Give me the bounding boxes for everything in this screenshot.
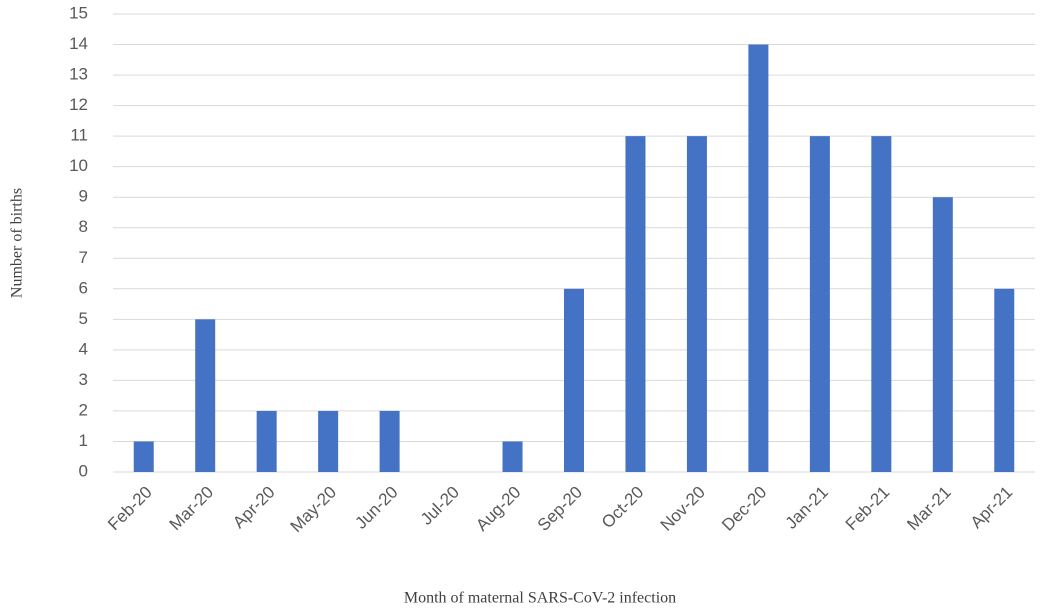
y-axis-title: Number of births [9,188,26,298]
y-tick-label: 11 [70,126,88,145]
x-tick-label: Apr-20 [229,483,279,533]
bar [625,136,646,472]
x-axis-title: Month of maternal SARS-CoV-2 infection [404,590,676,607]
bar [871,136,892,472]
bar [195,319,216,472]
y-tick-label: 2 [79,400,88,419]
bar [133,441,154,472]
x-tick-label: Jan-21 [782,483,832,533]
y-tick-label: 0 [79,461,88,480]
y-tick-label: 8 [79,217,88,236]
x-tick-label: Nov-20 [657,483,709,535]
bar [686,136,707,472]
bar [748,44,769,473]
y-tick-label: 12 [69,95,88,114]
bar [256,410,277,472]
bar [379,410,400,472]
y-tick-label: 4 [79,339,88,358]
x-tick-label: Jul-20 [417,483,463,529]
bar [809,136,830,472]
x-tick-label: May-20 [287,483,341,537]
x-tick-label: Feb-21 [842,483,894,535]
y-tick-label: 9 [79,187,88,206]
x-tick-label: Apr-21 [967,483,1017,533]
bar [994,288,1015,472]
bar [502,441,523,472]
y-tick-label: 10 [69,156,88,175]
y-tick-label: 6 [79,278,88,297]
x-tick-label: Aug-20 [472,483,524,535]
x-tick-label: Mar-20 [166,483,218,535]
y-tick-label: 5 [79,309,88,328]
x-tick-label: Dec-20 [718,483,770,535]
x-tick-label: Feb-20 [104,483,156,535]
x-tick-label: Oct-20 [598,483,648,533]
bar [564,288,584,472]
x-tick-label: Mar-21 [903,483,955,535]
x-tick-label: Sep-20 [534,483,586,535]
y-tick-label: 1 [79,431,88,450]
bar [932,197,953,472]
x-tick-label: Jun-20 [351,483,401,533]
y-tick-label: 13 [69,65,88,84]
y-tick-label: 7 [79,248,88,267]
y-tick-label: 15 [69,3,88,22]
bar [318,410,339,472]
y-tick-label: 14 [69,34,88,53]
y-tick-label: 3 [79,370,88,389]
